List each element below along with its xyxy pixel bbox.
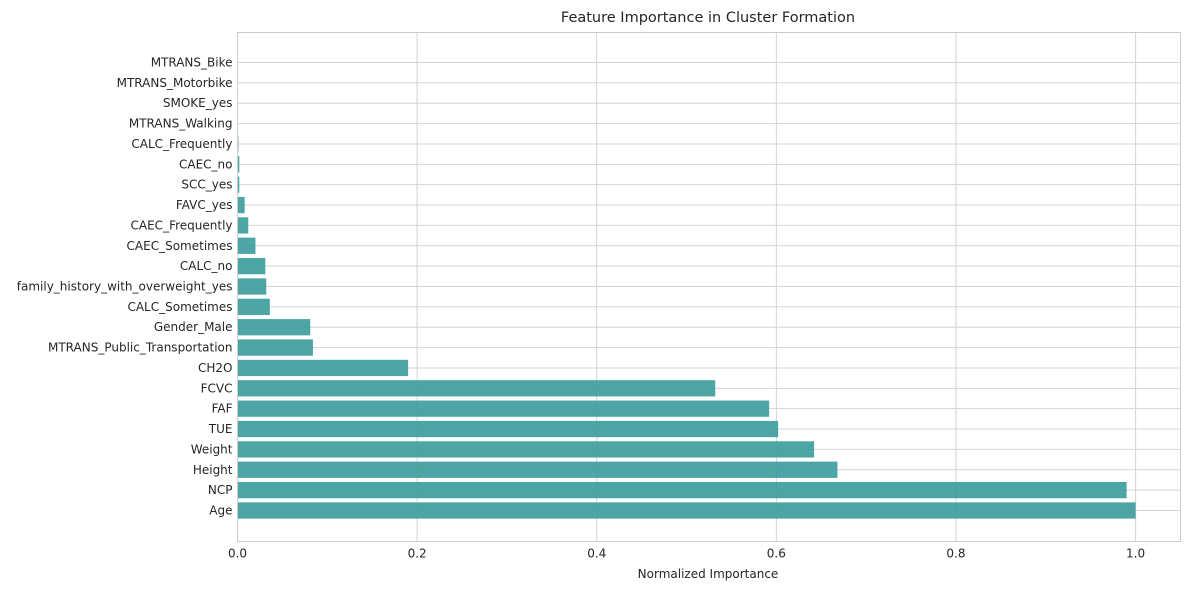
bar-height — [237, 461, 838, 478]
bar-calc-sometimes — [237, 298, 270, 316]
x-tick-label: 0.8 — [946, 547, 965, 561]
plot-frame — [237, 32, 1181, 542]
y-tick-label: FAF — [212, 402, 233, 416]
y-tick-label: TUE — [208, 422, 233, 436]
y-tick-label: CAEC_no — [179, 157, 233, 171]
x-tick-label: 0.4 — [587, 547, 606, 561]
y-tick-label: CALC_no — [180, 259, 233, 273]
y-tick-label: family_history_with_overweight_yes — [17, 280, 233, 294]
chart-title: Feature Importance in Cluster Formation — [561, 10, 855, 26]
bar-family-history-with-overweight-yes — [237, 278, 267, 295]
bar-caec-sometimes — [237, 237, 256, 254]
x-tick-label: 0.2 — [408, 547, 427, 561]
y-tick-label: MTRANS_Walking — [129, 117, 233, 131]
y-tick-label: SCC_yes — [181, 178, 232, 192]
bars — [237, 54, 1136, 519]
y-tick-label: CAEC_Sometimes — [127, 239, 233, 253]
bar-mtrans-public-transportation — [237, 339, 313, 356]
y-tick-label: CALC_Frequently — [131, 137, 232, 151]
bar-calc-no — [237, 257, 266, 275]
y-tick-label: MTRANS_Motorbike — [117, 76, 233, 90]
bar-gender-male — [237, 319, 311, 336]
y-tick-label: MTRANS_Public_Transportation — [48, 341, 233, 355]
bar-caec-frequently — [237, 217, 249, 234]
bar-favc-yes — [237, 196, 245, 214]
y-tick-label: CH2O — [198, 361, 232, 375]
bar-scc-yes — [237, 176, 240, 193]
y-tick-label: MTRANS_Bike — [151, 56, 233, 70]
y-tick-label: Gender_Male — [154, 320, 233, 334]
bar-ch2o — [237, 359, 409, 377]
y-tick-label: FAVC_yes — [176, 198, 233, 212]
bar-faf — [237, 400, 770, 417]
y-tick-label: NCP — [208, 483, 233, 497]
y-tick-label: Weight — [191, 442, 233, 456]
x-tick-label: 1.0 — [1126, 547, 1145, 561]
bar-fcvc — [237, 380, 716, 397]
y-tick-label: FCVC — [201, 381, 233, 395]
y-tick-label: Age — [209, 504, 232, 518]
x-axis-label: Normalized Importance — [638, 567, 779, 581]
y-tick-label: SMOKE_yes — [163, 96, 233, 110]
x-tick-label: 0.0 — [228, 547, 247, 561]
y-tick-label: CALC_Sometimes — [127, 300, 232, 314]
bar-weight — [237, 441, 815, 458]
x-tick-label: 0.6 — [767, 547, 786, 561]
x-tick-labels: 0.0 0.2 0.4 0.6 0.8 1.0 — [228, 547, 1145, 561]
y-tick-label: CAEC_Frequently — [131, 218, 233, 232]
bar-age — [237, 502, 1136, 519]
y-tick-label: Height — [193, 463, 233, 477]
bar-tue — [237, 420, 779, 438]
y-tick-labels: Age NCP Height Weight TUE FAF FCVC CH2O MTRANS_P… — [17, 56, 233, 518]
bar-ncp — [237, 481, 1127, 499]
bar-caec-no — [237, 156, 240, 173]
